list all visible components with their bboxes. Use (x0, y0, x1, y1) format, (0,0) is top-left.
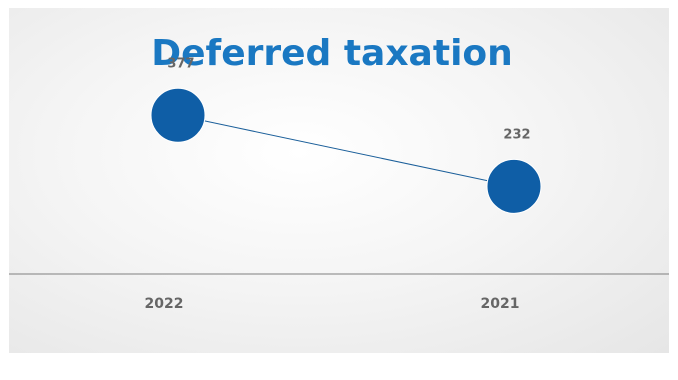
data-point-2022 (150, 87, 206, 143)
chart-panel (9, 8, 669, 353)
x-tick-label-2021: 2021 (481, 296, 520, 312)
chart-title: Deferred taxation (151, 33, 513, 74)
series-layer (150, 87, 542, 214)
label-layer: 377 232 2022 2021 (145, 56, 531, 312)
x-tick-label-2022: 2022 (145, 296, 184, 312)
data-point-2021 (486, 158, 542, 214)
series-line (177, 114, 515, 187)
data-label-2021: 232 (503, 127, 530, 142)
data-label-2022: 377 (167, 56, 194, 71)
